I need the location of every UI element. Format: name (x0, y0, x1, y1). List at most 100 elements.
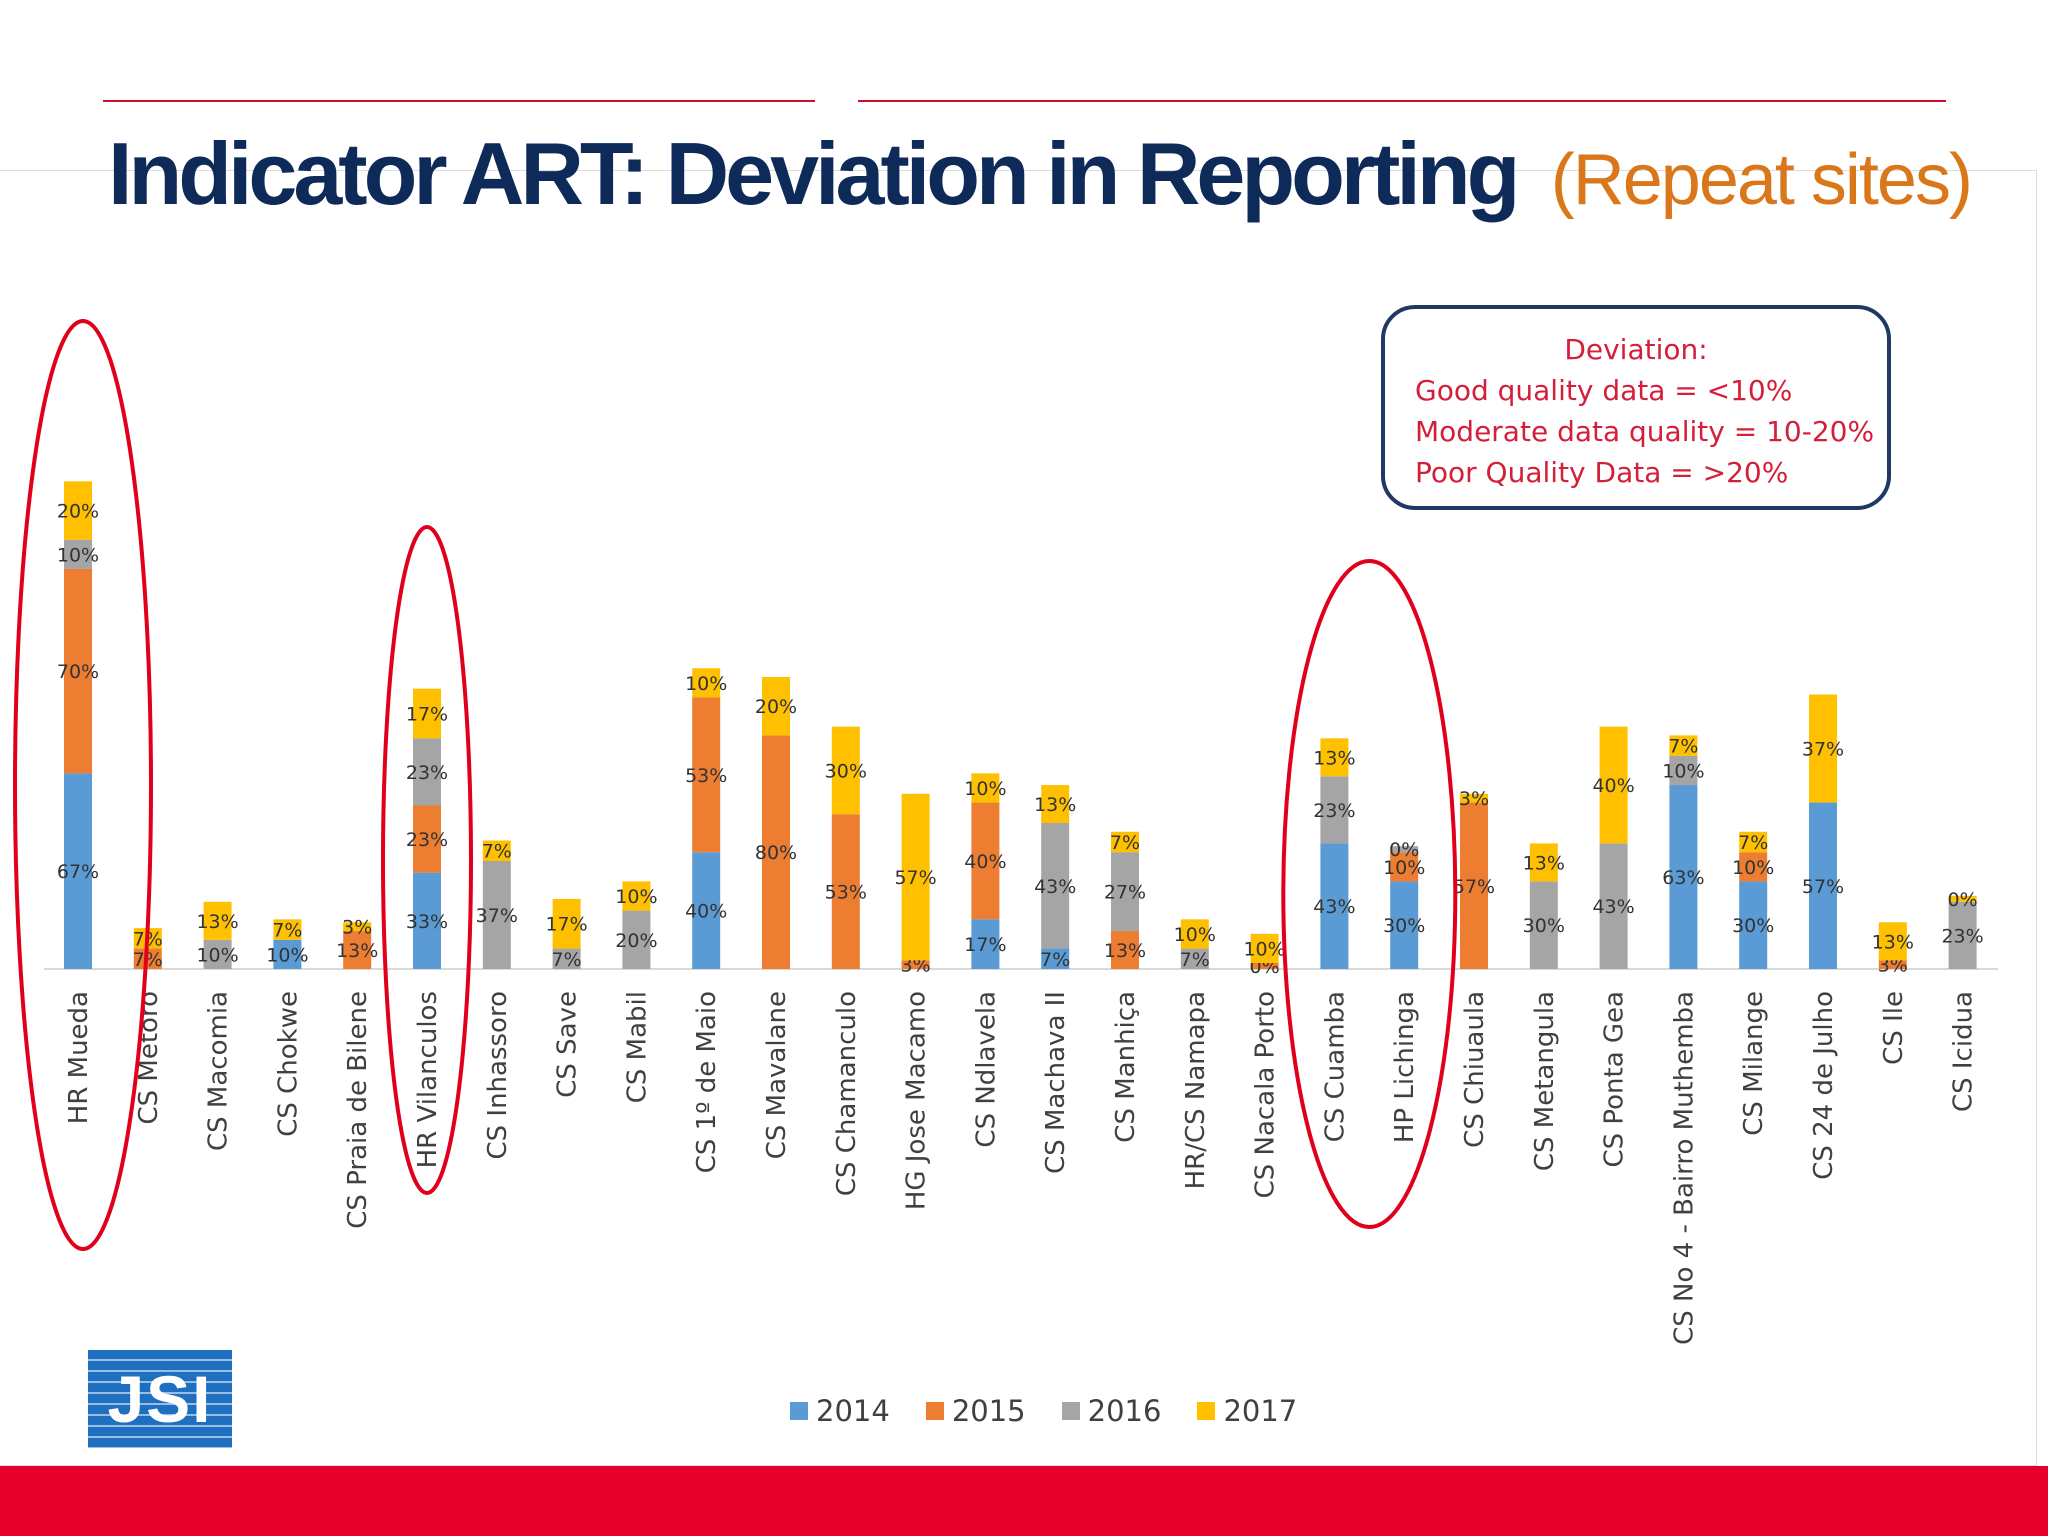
data-label-hr-mueda-2016: 10% (57, 544, 99, 566)
top-rule-right (858, 100, 1946, 102)
data-label-cs-mavalane-2015: 80% (755, 842, 797, 864)
data-label-cs-ndlavela-2015: 40% (964, 851, 1006, 873)
data-label-cs-no-4-bairro-muthemba-2014: 63% (1662, 867, 1704, 889)
data-label-cs-24-de-julho-2017: 37% (1802, 739, 1844, 761)
category-label-cs-mabil: CS Mabil (622, 991, 652, 1103)
data-label-cs-inhassoro-2016: 37% (476, 905, 518, 927)
bar-cs-mavalane-2017 (762, 677, 790, 736)
data-label-hg-jose-macamo-2017: 57% (894, 867, 936, 889)
data-label-hr-vilanculos-2014: 33% (406, 911, 448, 933)
highlight-ellipse-hr-vilanculos (381, 525, 473, 1195)
data-label-cs-cuamba-2016: 23% (1313, 800, 1355, 822)
data-label-cs-no-4-bairro-muthemba-2017: 7% (1668, 736, 1698, 758)
data-label-cs-metangula-2017: 13% (1523, 852, 1565, 874)
bar-cs-inhassoro-2016 (482, 860, 511, 969)
data-label-cs-cuamba-2017: 13% (1313, 747, 1355, 769)
data-label-cs-macomia-2017: 13% (196, 911, 238, 933)
data-label-cs-ponta-gea-2016: 43% (1592, 896, 1634, 918)
bar-hg-jose-macamo-2015 (901, 960, 930, 969)
data-label-hr-vilanculos-2015: 23% (406, 829, 448, 851)
data-label-cs-inhassoro-2017: 7% (482, 841, 512, 863)
legend-label-2014: 2014 (816, 1394, 890, 1428)
category-label-cs-chiuaula: CS Chiuaula (1460, 991, 1490, 1148)
category-label-hp-lichinga: HP Lichinga (1390, 991, 1420, 1143)
data-label-cs-icidua-2016: 23% (1941, 925, 1983, 947)
data-label-cs-ndlavela-2014: 17% (964, 934, 1006, 956)
data-label-cs-nacala-porto-2017: 10% (1243, 938, 1285, 960)
bar-cs-cuamba-2014 (1320, 843, 1349, 969)
bar-cs-no-4-bairro-muthemba-2014 (1669, 785, 1698, 969)
bar-hr-cs-namapa-2016 (1180, 948, 1209, 969)
data-label-hr-cs-namapa-2016: 7% (1180, 949, 1210, 971)
bar-cs-milange-2017 (1739, 831, 1768, 853)
category-label-cs-ndlavela: CS Ndlavela (971, 991, 1001, 1148)
data-label-cs-milange-2017: 7% (1738, 832, 1768, 854)
legend-item-2017: 2017 (1197, 1394, 1297, 1428)
bar-cs-praia-de-bilene-2017 (343, 922, 372, 932)
bar-cs-save-2016 (552, 948, 581, 969)
highlight-ellipse-cs-cuamba-hp-lichinga (1281, 559, 1458, 1229)
category-label-cs-chokwe: CS Chokwe (273, 991, 303, 1137)
data-label-cs-milange-2014: 30% (1732, 915, 1774, 937)
data-label-hr-cs-namapa-2017: 10% (1174, 924, 1216, 946)
data-label-cs-chiuaula-2015: 57% (1453, 876, 1495, 898)
bar-cs-macomia-2016 (203, 939, 232, 969)
bar-cs-macomia-2017 (203, 901, 232, 940)
deviation-legend: Deviation: Good quality data = <10% Mode… (1381, 305, 1891, 510)
data-label-cs-ile-2017: 13% (1872, 931, 1914, 953)
legend-item-2015: 2015 (925, 1394, 1026, 1428)
category-label-cs-ponta-gea: CS Ponta Gea (1600, 991, 1630, 1168)
deviation-line-poor: Poor Quality Data = >20% (1415, 456, 1789, 489)
bar-cs-24-de-julho-2014 (1809, 802, 1837, 969)
bar-cs-24-de-julho-2017 (1809, 694, 1837, 803)
bar-cs-machava-ii-2014 (1041, 948, 1070, 969)
data-label-cs-chamanculo-2017: 30% (825, 760, 867, 782)
bar-hr-vilanculos-2016 (413, 738, 441, 806)
bar-cs-1-de-maio-2017 (692, 668, 721, 698)
data-label-hr-vilanculos-2017: 17% (406, 704, 448, 726)
bar-cs-ponta-gea-2016 (1599, 843, 1628, 969)
page-title: Indicator ART: Deviation in Reporting (R… (108, 130, 1973, 218)
data-label-hr-mueda-2017: 20% (57, 501, 99, 523)
category-label-cs-machava-ii: CS Machava II (1041, 991, 1071, 1174)
category-label-cs-24-de-julho: CS 24 de Julho (1809, 991, 1839, 1180)
legend-swatch-2017 (1197, 1402, 1216, 1420)
category-label-cs-nacala-porto: CS Nacala Porto (1251, 991, 1281, 1198)
legend-label-2017: 2017 (1223, 1394, 1298, 1428)
bar-cs-ile-2017 (1878, 922, 1907, 961)
data-label-cs-milange-2015: 10% (1732, 857, 1774, 879)
data-label-cs-chokwe-2014: 10% (266, 944, 308, 966)
category-label-cs-inhassoro: CS Inhassoro (483, 991, 513, 1160)
data-label-cs-machava-ii-2014: 7% (1040, 949, 1070, 971)
category-label-cs-icidua: CS Icidua (1949, 991, 1979, 1112)
highlight-ellipse-hr-mueda (13, 319, 153, 1251)
bar-cs-nacala-porto-2017 (1250, 933, 1279, 963)
data-label-hr-mueda-2014: 67% (57, 861, 99, 883)
data-label-hr-vilanculos-2016: 23% (406, 762, 448, 784)
bar-cs-mabil-2017 (622, 881, 651, 911)
deviation-line-moderate: Moderate data quality = 10-20% (1415, 415, 1875, 448)
data-label-cs-manhi-a-2017: 7% (1110, 832, 1140, 854)
bar-cs-ponta-gea-2017 (1599, 726, 1628, 844)
data-label-cs-praia-de-bilene-2015: 13% (336, 940, 378, 962)
data-label-cs-ponta-gea-2017: 40% (1592, 775, 1634, 797)
data-label-cs-manhi-a-2015: 13% (1104, 940, 1146, 962)
bar-hg-jose-macamo-2017 (901, 793, 930, 961)
category-label-cs-no-4-bairro-muthemba: CS No 4 - Bairro Muthemba (1669, 991, 1699, 1345)
bar-cs-nacala-porto-2015 (1250, 963, 1279, 969)
bar-cs-icidua-2017 (1948, 895, 1977, 902)
category-label-cs-cuamba: CS Cuamba (1320, 991, 1350, 1142)
legend-swatch-2016 (1061, 1402, 1080, 1420)
category-label-cs-1-de-maio: CS 1º de Maio (692, 991, 722, 1173)
bar-cs-metangula-2016 (1529, 881, 1558, 969)
bar-cs-ndlavela-2015 (971, 802, 1000, 920)
bar-cs-milange-2015 (1739, 852, 1768, 882)
bar-hp-lichinga-2014 (1390, 881, 1419, 969)
category-label-cs-praia-de-bilene: CS Praia de Bilene (343, 991, 373, 1229)
data-label-cs-save-2017: 17% (545, 914, 587, 936)
bar-cs-no-4-bairro-muthemba-2016 (1669, 755, 1698, 786)
category-label-cs-save: CS Save (553, 991, 583, 1098)
bar-hr-vilanculos-2014 (413, 872, 441, 969)
category-label-cs-mavalane: CS Mavalane (762, 991, 792, 1159)
